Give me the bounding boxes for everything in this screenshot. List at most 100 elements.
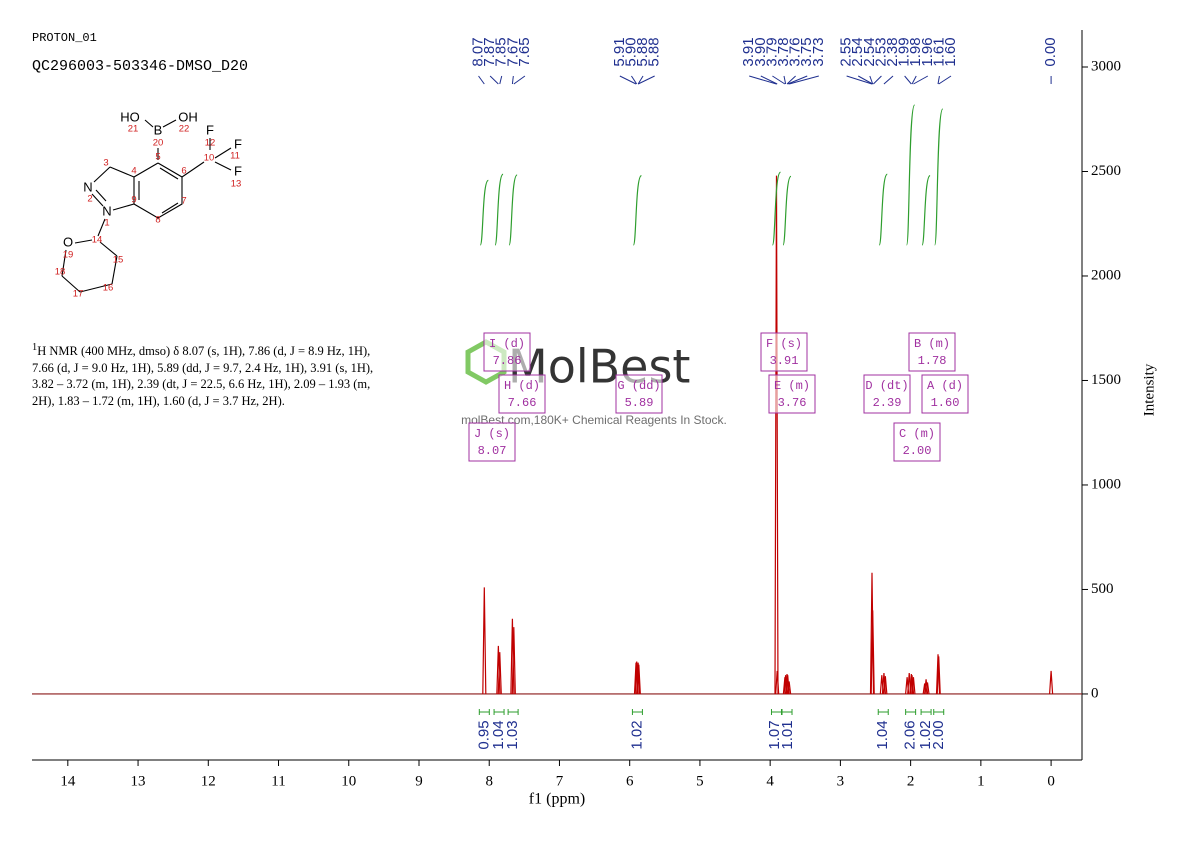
peak-label-connector bbox=[631, 75, 638, 85]
integral-bracket bbox=[770, 709, 782, 715]
multiplet-name: I (d) bbox=[489, 337, 525, 351]
peak-label-connector bbox=[938, 75, 952, 85]
x-tick-label: 8 bbox=[485, 773, 493, 789]
integral-curve bbox=[479, 179, 489, 246]
peak bbox=[883, 676, 888, 695]
peak-label-connector bbox=[619, 75, 637, 85]
integral-label: 1.02 bbox=[628, 720, 645, 749]
peak-label: 7.85 bbox=[493, 37, 510, 66]
multiplet-box: A (d) 1.60 bbox=[921, 374, 969, 414]
atom-number: 11 bbox=[230, 151, 240, 162]
peak-label-connector bbox=[883, 75, 894, 85]
multiplet-frame bbox=[483, 332, 531, 372]
multiplet-frame bbox=[921, 374, 969, 414]
multiplet-frame bbox=[908, 332, 956, 372]
peak-label-connector bbox=[788, 75, 819, 85]
peak-label: 1.96 bbox=[919, 37, 936, 66]
integral-curve bbox=[934, 108, 944, 246]
header: PROTON_01 bbox=[32, 31, 97, 45]
integral-bracket bbox=[877, 709, 889, 715]
multiplet-shift: 2.00 bbox=[903, 444, 932, 458]
peak bbox=[775, 670, 780, 694]
peak-label: 3.90 bbox=[752, 37, 769, 66]
peak-label: 3.76 bbox=[787, 37, 804, 66]
description-text: H NMR (400 MHz, dmso) δ 8.07 (s, 1H), 7.… bbox=[32, 344, 374, 408]
peak-label-connector bbox=[904, 75, 912, 85]
x-tick-label: 7 bbox=[556, 773, 564, 789]
atom-number: 19 bbox=[63, 250, 74, 261]
multiplet-name: B (m) bbox=[914, 337, 950, 351]
multiplet-box: I (d) 7.86 bbox=[483, 332, 531, 372]
x-tick-label: 0 bbox=[1047, 773, 1055, 789]
peak-label: 7.87 bbox=[481, 37, 498, 66]
integral-curve bbox=[771, 171, 782, 246]
multiplet-frame bbox=[893, 422, 941, 462]
multiplet-shift: 8.07 bbox=[478, 444, 507, 458]
x-tick-label: 12 bbox=[201, 773, 216, 789]
multiplet-frame bbox=[768, 374, 816, 414]
x-tick-label: 13 bbox=[131, 773, 146, 789]
atom-number: 15 bbox=[113, 255, 124, 266]
peak bbox=[936, 656, 941, 694]
integral-label: 1.04 bbox=[490, 720, 507, 749]
integral-curve bbox=[878, 173, 888, 246]
atom-number: 10 bbox=[204, 153, 215, 164]
peak-label-connector bbox=[478, 75, 485, 85]
integral-label: 1.04 bbox=[874, 720, 891, 749]
peak-label-connector bbox=[637, 75, 644, 85]
multiplet-box: E (m) 3.76 bbox=[768, 374, 816, 414]
integral-bracket bbox=[631, 709, 643, 715]
multiplet-shift: 5.89 bbox=[625, 396, 654, 410]
integral-curve bbox=[906, 104, 916, 246]
atom-number: 22 bbox=[179, 124, 190, 135]
peak-label-connector bbox=[913, 75, 929, 85]
peak-label: 7.67 bbox=[504, 37, 521, 66]
peak bbox=[911, 677, 916, 695]
multiplet-box: F (s) 3.91 bbox=[760, 332, 808, 372]
peak bbox=[787, 681, 792, 695]
atom-number: 9 bbox=[131, 195, 136, 206]
peak bbox=[870, 610, 875, 694]
multiplet-shift: 7.66 bbox=[508, 396, 537, 410]
atom-number: 16 bbox=[103, 283, 114, 294]
y-axis-label: Intensity bbox=[1141, 363, 1157, 416]
peak-label: 2.53 bbox=[872, 37, 889, 66]
peak bbox=[774, 175, 779, 694]
peak-label: 5.88 bbox=[634, 37, 651, 66]
peak-label: 5.88 bbox=[646, 37, 663, 66]
atom-label: F bbox=[206, 122, 214, 137]
peak-label: 2.54 bbox=[861, 37, 878, 66]
atom-number: 12 bbox=[205, 138, 216, 149]
y-tick-label: 2500 bbox=[1091, 163, 1121, 179]
peak-label-connector bbox=[786, 75, 796, 85]
y-tick-label: 1500 bbox=[1091, 372, 1121, 388]
multiplet-shift: 1.78 bbox=[918, 354, 947, 368]
multiplet-shift: 3.91 bbox=[770, 354, 799, 368]
atom-number: 8 bbox=[155, 215, 160, 226]
peak-label-connector bbox=[787, 75, 808, 85]
y-tick-label: 1000 bbox=[1091, 476, 1121, 492]
nmr-description: 1H NMR (400 MHz, dmso) δ 8.07 (s, 1H), 7… bbox=[32, 340, 387, 409]
x-tick-label: 3 bbox=[837, 773, 845, 789]
atom-label: N bbox=[102, 203, 111, 218]
multiplet-name: D (dt) bbox=[865, 379, 908, 393]
multiplet-shift: 2.39 bbox=[873, 396, 902, 410]
multiplet-box: J (s) 8.07 bbox=[468, 422, 516, 462]
peak-label-connector bbox=[772, 75, 786, 85]
integral-label: 1.01 bbox=[779, 720, 796, 749]
peak-label-connector bbox=[489, 75, 499, 85]
multiplet-box: D (dt) 2.39 bbox=[863, 374, 911, 414]
peak-label-connector bbox=[637, 75, 655, 85]
peak-label-connector bbox=[760, 75, 778, 85]
integral-curve bbox=[782, 175, 792, 246]
atom-label: B bbox=[154, 122, 163, 137]
peak-label: 2.38 bbox=[884, 37, 901, 66]
peak bbox=[511, 627, 516, 694]
integral-label: 0.95 bbox=[475, 720, 492, 749]
peak-label-connector bbox=[783, 75, 787, 85]
atom-number: 1 bbox=[104, 218, 109, 229]
multiplet-shift: 3.76 bbox=[778, 396, 807, 410]
integral-bracket bbox=[493, 709, 505, 715]
peak-label: 1.60 bbox=[942, 37, 959, 66]
